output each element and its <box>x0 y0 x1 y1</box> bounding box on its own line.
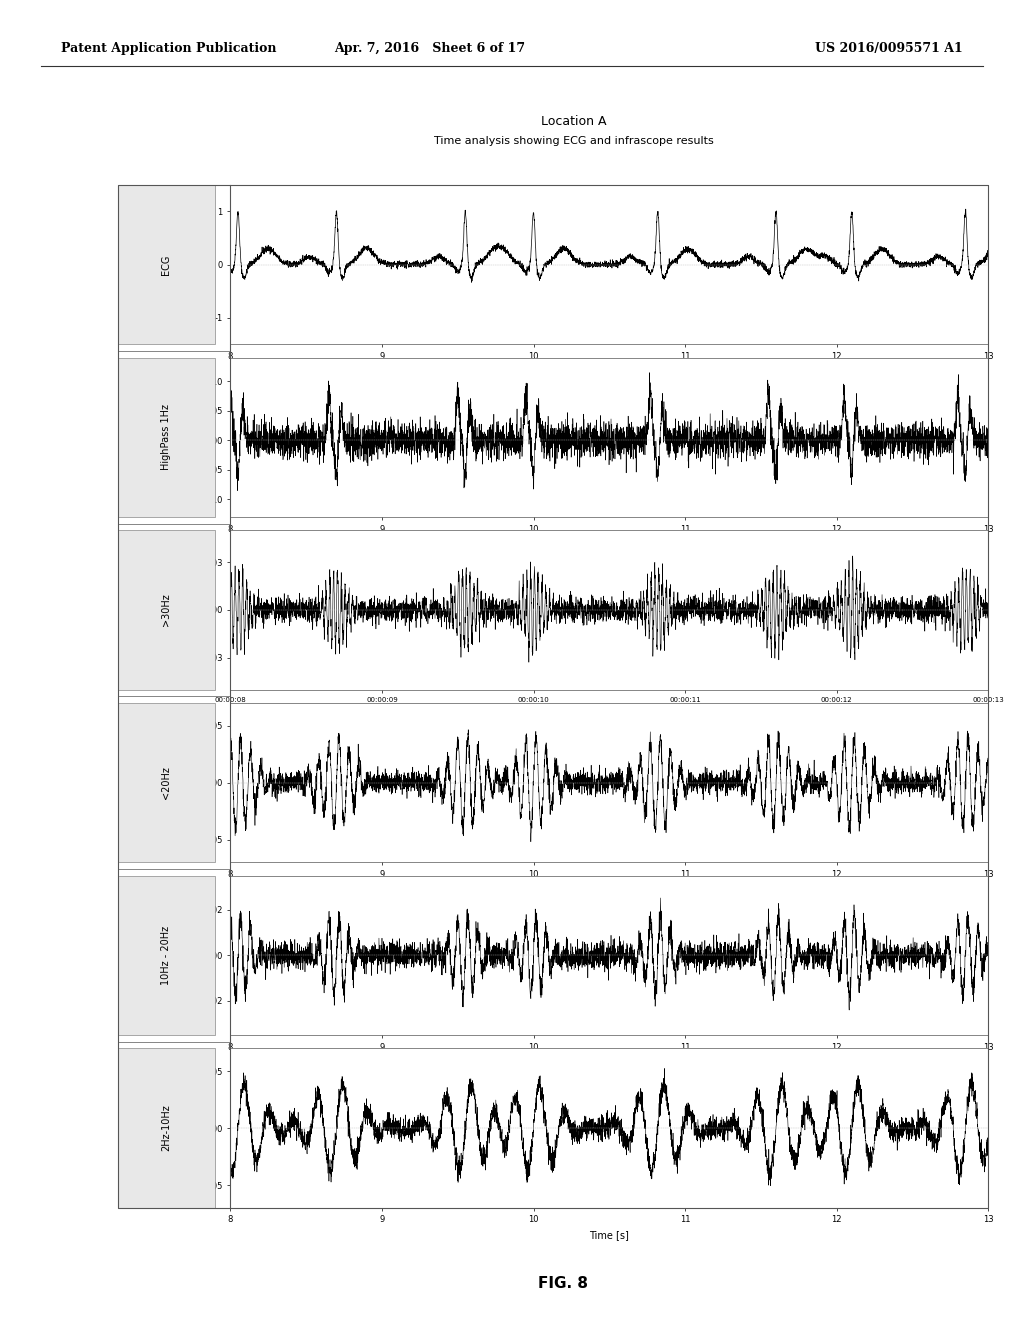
Bar <box>118 1048 215 1208</box>
Text: 2Hz-10Hz: 2Hz-10Hz <box>162 1105 171 1151</box>
Text: Location A: Location A <box>541 115 606 128</box>
Bar <box>118 531 215 689</box>
X-axis label: Time: Time <box>597 709 622 719</box>
Bar <box>118 702 215 862</box>
X-axis label: Time [s]: Time [s] <box>590 1230 629 1239</box>
X-axis label: Time [s]: Time [s] <box>590 884 629 895</box>
Text: US 2016/0095571 A1: US 2016/0095571 A1 <box>815 42 963 55</box>
X-axis label: Time [s]: Time [s] <box>590 1057 629 1068</box>
Text: ECG: ECG <box>162 255 171 275</box>
Text: <20Hz: <20Hz <box>162 766 171 799</box>
Bar <box>118 185 215 345</box>
Bar <box>118 875 215 1035</box>
Text: Time analysis showing ECG and infrascope results: Time analysis showing ECG and infrascope… <box>433 136 714 147</box>
X-axis label: Time [s]: Time [s] <box>590 539 629 549</box>
Bar <box>118 358 215 517</box>
Bar <box>118 185 988 1208</box>
Text: Apr. 7, 2016   Sheet 6 of 17: Apr. 7, 2016 Sheet 6 of 17 <box>335 42 525 55</box>
Text: 10Hz - 20Hz: 10Hz - 20Hz <box>162 925 171 985</box>
Text: FIG. 8: FIG. 8 <box>539 1275 588 1291</box>
X-axis label: Time [s]: Time [s] <box>590 367 629 376</box>
Text: Patent Application Publication: Patent Application Publication <box>61 42 276 55</box>
Text: >30Hz: >30Hz <box>162 594 171 626</box>
Text: HighPass 1Hz: HighPass 1Hz <box>162 404 171 470</box>
